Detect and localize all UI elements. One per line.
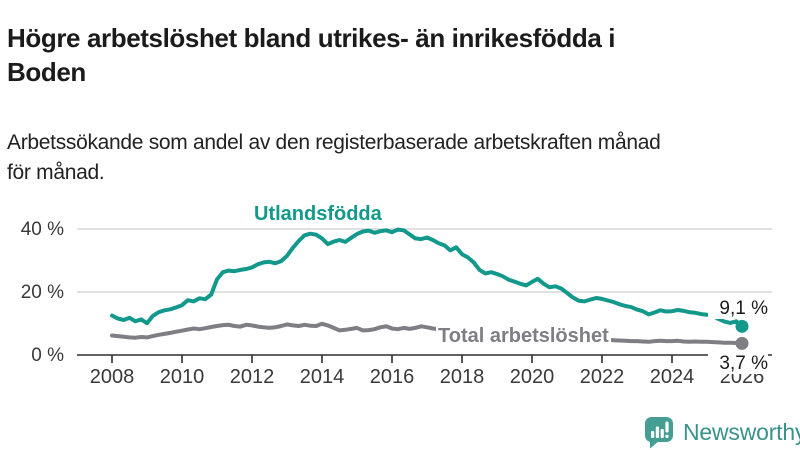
y-axis-tick-40: 40 % — [20, 219, 64, 240]
x-axis-label-2008: 2008 — [89, 366, 135, 388]
series-label-utlandsfodda: Utlandsfödda — [252, 203, 384, 226]
line-utlandsfodda — [110, 227, 744, 329]
x-axis-label-2016: 2016 — [369, 366, 415, 388]
end-dot-total — [735, 336, 749, 350]
subtitle-line-1: Arbetssökande som andel av den registerb… — [7, 131, 661, 154]
end-dot-utlandsfodda — [735, 319, 749, 333]
x-axis-label-2020: 2020 — [509, 366, 555, 388]
y-axis-tick-0: 0 % — [31, 345, 64, 366]
end-value-utlandsfodda: 9,1 % — [708, 298, 768, 319]
line-total — [110, 321, 744, 346]
logo-wordmark: Newsworthy — [683, 418, 800, 445]
series-label-total-arbetsloshet: Total arbetslöshet — [436, 325, 611, 348]
x-axis-label-2010: 2010 — [159, 366, 205, 388]
title-line-1: Högre arbetslöshet bland utrikes- än inr… — [7, 23, 616, 54]
title-line-2: Boden — [7, 57, 86, 88]
x-axis-label-2014: 2014 — [299, 366, 345, 388]
y-axis-tick-20: 20 % — [20, 282, 64, 303]
x-axis-label-2022: 2022 — [579, 366, 625, 388]
end-value-total: 3,7 % — [708, 353, 768, 374]
page-title: Högre arbetslöshet bland utrikes- än inr… — [7, 21, 793, 89]
x-axis-label-2024: 2024 — [649, 366, 695, 388]
subtitle-line-2: för månad. — [7, 161, 105, 184]
bar-chart-speech-bubble-icon — [645, 416, 673, 448]
chart-subtitle: Arbetssökande som andel av den registerb… — [7, 128, 793, 188]
x-axis-label-2018: 2018 — [439, 366, 485, 388]
x-axis-label-2012: 2012 — [229, 366, 275, 388]
newsworthy-logo: Newsworthy — [644, 415, 800, 449]
